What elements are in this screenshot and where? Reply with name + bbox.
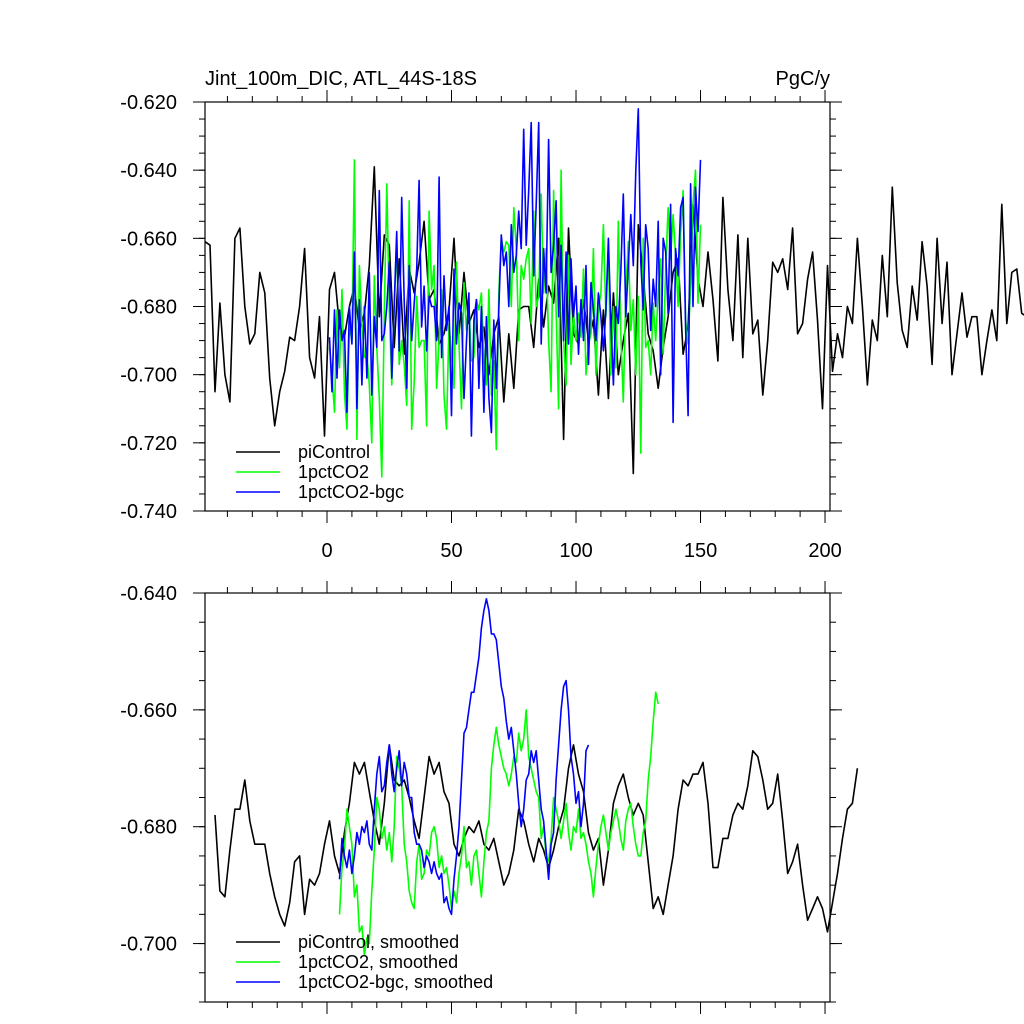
top-xtick-label: 0 <box>321 540 332 562</box>
top-plot-frame <box>204 101 831 512</box>
top-xtick-label: 100 <box>559 540 592 562</box>
top-ytick-label: -0.740 <box>120 501 177 523</box>
top-title-right: PgC/y <box>776 68 830 90</box>
bottom-ytick-label: -0.700 <box>120 934 177 956</box>
top-xtick-label: 200 <box>808 540 841 562</box>
bottom-axes-ticks: -0.700 -0.680 -0.660 -0.640 <box>120 581 842 1014</box>
bottom-series-lines <box>214 597 859 957</box>
top-xtick-label: 150 <box>684 540 717 562</box>
top-panel: Jint_100m_DIC, ATL_44S-18S PgC/y -0.740-… <box>120 68 1024 562</box>
bottom-legend-label-1: 1pctCO2, smoothed <box>298 952 458 972</box>
top-ytick-label: -0.620 <box>120 92 177 114</box>
top-series-lines <box>204 108 1024 478</box>
top-ytick-label: -0.660 <box>120 228 177 250</box>
bottom-ytick-label: -0.640 <box>120 583 177 605</box>
top-title-left: Jint_100m_DIC, ATL_44S-18S <box>205 68 477 90</box>
top-xtick-label: 50 <box>440 540 462 562</box>
top-legend-label-1: 1pctCO2 <box>298 462 369 482</box>
bottom-ytick-label: -0.660 <box>120 700 177 722</box>
bottom-plot-frame <box>204 592 831 1003</box>
top-ytick-label: -0.700 <box>120 365 177 387</box>
bottom-series-line-0 <box>214 744 859 933</box>
bottom-legend-label-2: 1pctCO2-bgc, smoothed <box>298 972 493 992</box>
top-legend-label-2: 1pctCO2-bgc <box>298 482 404 502</box>
top-series-line-2 <box>328 108 702 437</box>
top-ytick-label: -0.680 <box>120 297 177 319</box>
top-series-line-0 <box>204 166 1024 475</box>
bottom-series-line-2 <box>338 597 590 916</box>
top-legend-label-0: piControl <box>298 442 370 462</box>
bottom-series-line-1 <box>338 691 659 957</box>
top-axes-ticks: -0.740 -0.720 -0.700 -0.680 -0.660 -0.640 -0.6… <box>120 90 842 562</box>
top-ytick-label: -0.720 <box>120 433 177 455</box>
bottom-legend-label-0: piControl, smoothed <box>298 932 459 952</box>
bottom-ytick-label: -0.680 <box>120 817 177 839</box>
bottom-panel: -0.700 -0.680 -0.660 -0.640 piControl, smoo… <box>120 581 859 1014</box>
top-ytick-label: -0.640 <box>120 160 177 182</box>
